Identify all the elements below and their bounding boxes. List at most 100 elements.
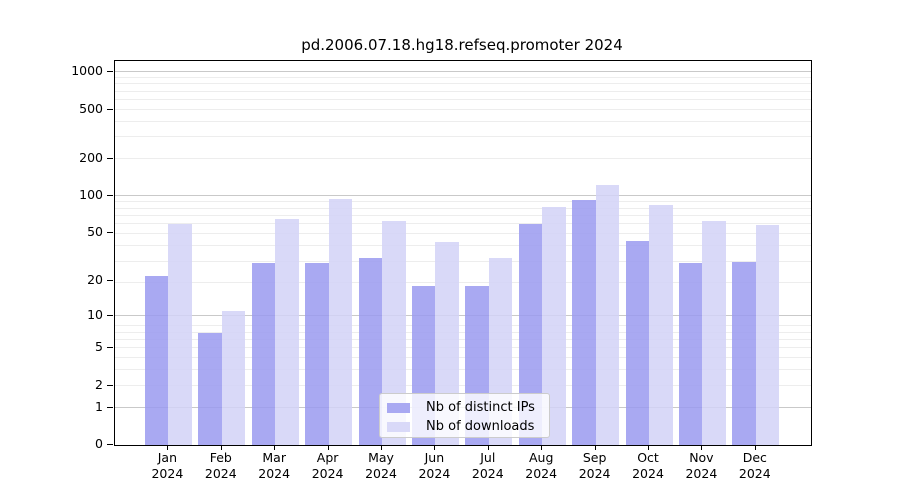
x-tick-label: Apr 2024 <box>311 450 344 481</box>
y-tick <box>107 231 113 233</box>
bar-distinct-ips-may <box>358 258 382 445</box>
bar-downloads-dec <box>755 225 780 445</box>
y-tick <box>107 314 113 316</box>
legend-swatch-distinct-ips <box>387 402 410 413</box>
y-tick <box>107 194 113 196</box>
gridline-minor <box>115 260 811 262</box>
x-tick <box>167 445 169 450</box>
legend-label-downloads: Nb of downloads <box>426 419 535 434</box>
bar-downloads-sep <box>595 185 620 445</box>
x-tick <box>220 445 222 450</box>
gridline-minor <box>115 244 811 246</box>
legend-label-distinct-ips: Nb of distinct IPs <box>426 400 535 415</box>
y-tick <box>107 406 113 408</box>
gridline-minor <box>115 347 811 349</box>
gridline-minor <box>115 158 811 160</box>
x-tick <box>594 445 596 450</box>
y-tick-label: 500 <box>79 100 103 116</box>
y-tick-label: 0 <box>95 436 103 451</box>
x-tick <box>381 445 382 450</box>
legend-item-downloads: Nb of downloads <box>380 417 549 436</box>
bar-downloads-aug <box>542 207 566 445</box>
x-tick-label: May 2024 <box>365 450 397 481</box>
y-tick-label: 5 <box>95 339 103 355</box>
gridline-minor <box>115 339 811 340</box>
legend-item-distinct-ips: Nb of distinct IPs <box>380 398 549 417</box>
bar-downloads-nov <box>702 221 726 445</box>
bar-distinct-ips-oct <box>625 240 649 445</box>
y-tick <box>107 347 113 349</box>
y-tick-label: 2 <box>95 376 103 392</box>
bar-downloads-apr <box>328 199 353 445</box>
gridline-minor <box>115 98 811 100</box>
bar-distinct-ips-apr <box>305 263 329 445</box>
gridline-minor <box>115 369 811 371</box>
gridline-major <box>115 314 811 316</box>
bar-downloads-jan <box>168 224 192 445</box>
y-tick-label: 20 <box>87 271 103 287</box>
gridline-minor <box>115 83 811 85</box>
y-tick-label: 1 <box>95 398 103 414</box>
gridline-minor <box>115 108 811 110</box>
y-tick-label: 100 <box>79 186 103 202</box>
x-tick <box>648 445 649 450</box>
y-tick <box>107 108 113 110</box>
x-tick-label: Nov 2024 <box>685 450 718 481</box>
plot-area: Nb of distinct IPs Nb of downloads <box>114 60 812 446</box>
bar-downloads-may <box>382 221 406 445</box>
x-tick-label: Jan 2024 <box>151 450 184 481</box>
x-tick-label: Mar 2024 <box>258 450 291 481</box>
y-tick <box>107 384 113 386</box>
gridline-minor <box>115 223 811 224</box>
bar-distinct-ips-nov <box>678 263 703 445</box>
gridline-minor <box>115 357 811 359</box>
gridline-minor <box>115 331 811 333</box>
gridline-minor <box>115 325 811 327</box>
gridline-major <box>115 194 811 196</box>
y-tick-label: 50 <box>87 223 103 239</box>
gridline-minor <box>115 214 811 216</box>
x-tick <box>487 445 489 450</box>
y-tick <box>107 157 113 159</box>
gridline-minor <box>115 136 811 138</box>
bar-distinct-ips-dec <box>732 261 756 445</box>
gridline-minor <box>115 120 811 122</box>
legend-swatch-downloads <box>387 421 410 432</box>
x-tick <box>754 445 756 450</box>
bar-distinct-ips-aug <box>518 224 543 445</box>
gridline-minor <box>115 207 811 209</box>
bar-downloads-feb <box>221 310 246 445</box>
x-tick-label: Feb 2024 <box>204 450 237 481</box>
bar-downloads-oct <box>649 205 673 445</box>
chart-title: pd.2006.07.18.hg18.refseq.promoter 2024 <box>301 36 623 54</box>
y-tick <box>107 71 113 73</box>
gridline-minor <box>115 282 811 284</box>
gridline-major <box>115 71 811 73</box>
gridline-minor <box>115 90 811 92</box>
y-tick-label: 10 <box>87 306 103 322</box>
x-tick-label: Dec 2024 <box>738 450 771 481</box>
gridlines-layer <box>115 61 811 445</box>
legend: Nb of distinct IPs Nb of downloads <box>379 393 550 438</box>
bar-downloads-mar <box>275 218 299 445</box>
bar-distinct-ips-feb <box>198 332 222 445</box>
x-tick <box>274 445 276 450</box>
y-tick <box>107 279 113 281</box>
bars-layer <box>115 61 811 445</box>
bar-distinct-ips-jan <box>144 275 169 445</box>
gridline-minor <box>115 384 811 386</box>
gridline-minor <box>115 201 811 203</box>
gridline-minor <box>115 232 811 234</box>
x-tick <box>434 445 436 450</box>
bar-distinct-ips-sep <box>572 199 596 445</box>
x-tick <box>701 445 703 450</box>
y-tick <box>107 444 113 445</box>
x-tick-label: Sep 2024 <box>578 450 611 481</box>
x-tick-label: Aug 2024 <box>525 450 558 481</box>
bar-distinct-ips-mar <box>251 263 276 445</box>
x-tick <box>541 445 543 450</box>
x-tick-label: Jul 2024 <box>471 450 504 481</box>
x-tick-label: Oct 2024 <box>632 450 664 481</box>
y-tick-label: 1000 <box>71 63 103 79</box>
